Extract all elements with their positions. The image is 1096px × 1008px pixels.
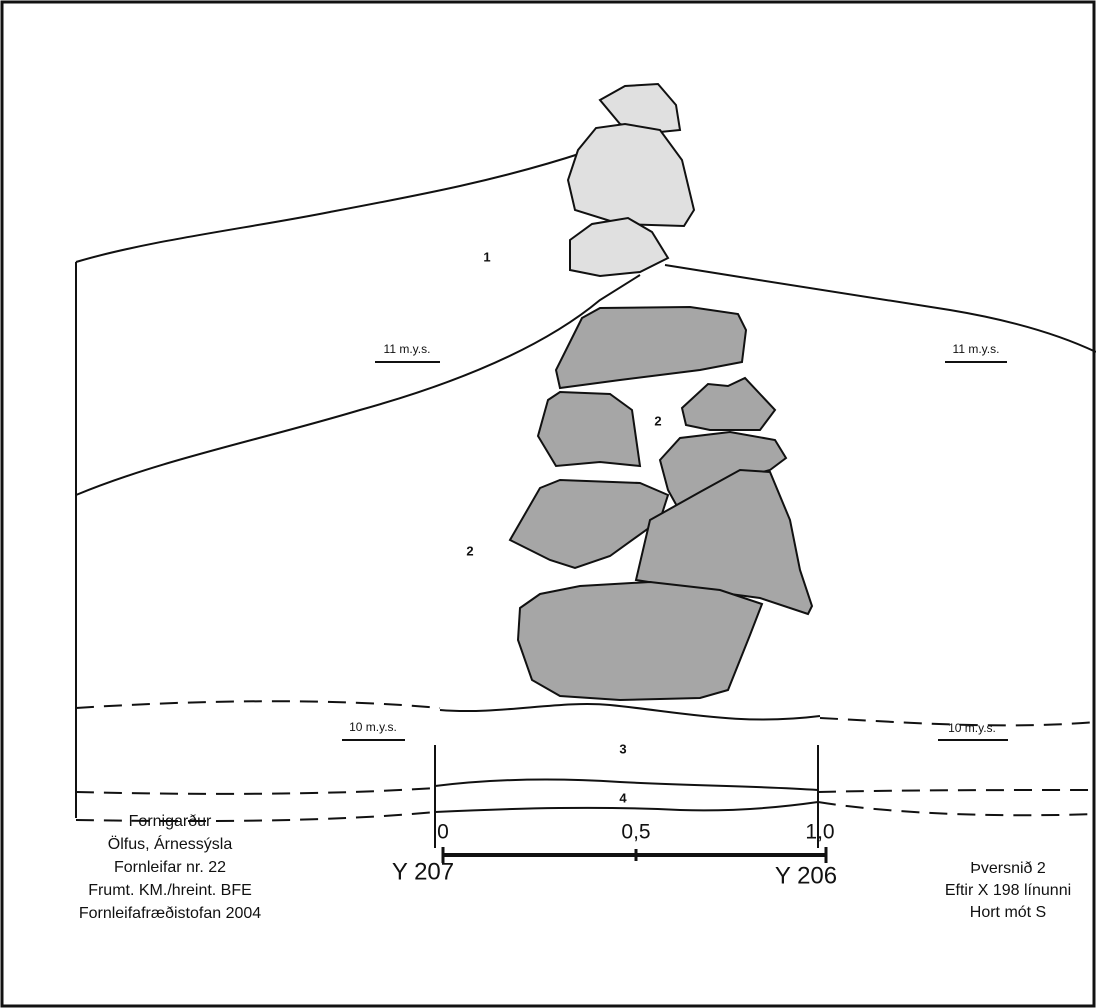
ground-line — [75, 151, 586, 263]
credit-line: Fornleifar nr. 22 — [114, 859, 226, 876]
credit-line: Fornleifafræðistofan 2004 — [79, 905, 261, 922]
layer-boundary — [75, 787, 436, 795]
section-info: Þversnið 2 — [970, 860, 1046, 877]
ground-line — [664, 264, 1096, 353]
elevation-label: 11 m.y.s. — [384, 342, 431, 356]
scale-label: 1,0 — [805, 821, 834, 844]
layer-boundary — [75, 700, 441, 709]
stone — [566, 122, 696, 228]
layer-boundary — [75, 811, 436, 823]
layer-boundary — [817, 789, 1096, 793]
layer-label: 4 — [619, 790, 627, 805]
credit-line: Frumt. KM./hreint. BFE — [88, 882, 252, 899]
elevation-label: 10 m.y.s. — [948, 721, 996, 735]
elevation-label: 11 m.y.s. — [953, 342, 1000, 356]
scale-label: 0 — [437, 821, 449, 844]
layer-boundary — [817, 801, 1096, 817]
stone — [508, 478, 670, 570]
layer-boundary — [75, 274, 641, 496]
stone — [516, 580, 764, 702]
grid-point-label: Y 206 — [775, 862, 837, 889]
stone — [658, 430, 788, 510]
stone — [536, 390, 642, 468]
section-info: Hort mót S — [970, 904, 1046, 921]
layer-label: 2 — [654, 413, 661, 428]
grid-point-label: Y 207 — [392, 858, 454, 885]
layer-boundary — [819, 717, 1096, 727]
section-info: Eftir X 198 línunni — [945, 882, 1071, 899]
layer-label: 3 — [619, 741, 626, 756]
layer-boundary — [439, 702, 821, 721]
scale-label: 0,5 — [621, 821, 650, 844]
layer-boundary — [434, 778, 819, 791]
layer-label: 1 — [483, 249, 490, 264]
layer-label: 2 — [466, 543, 473, 558]
layer-boundary — [434, 801, 819, 813]
stone — [680, 376, 777, 431]
credit-line: Ölfus, Árnessýsla — [108, 834, 233, 853]
elevation-label: 10 m.y.s. — [349, 720, 397, 734]
stone — [554, 305, 748, 390]
credit-line: Fornigarður — [129, 813, 212, 830]
stone — [569, 216, 670, 278]
